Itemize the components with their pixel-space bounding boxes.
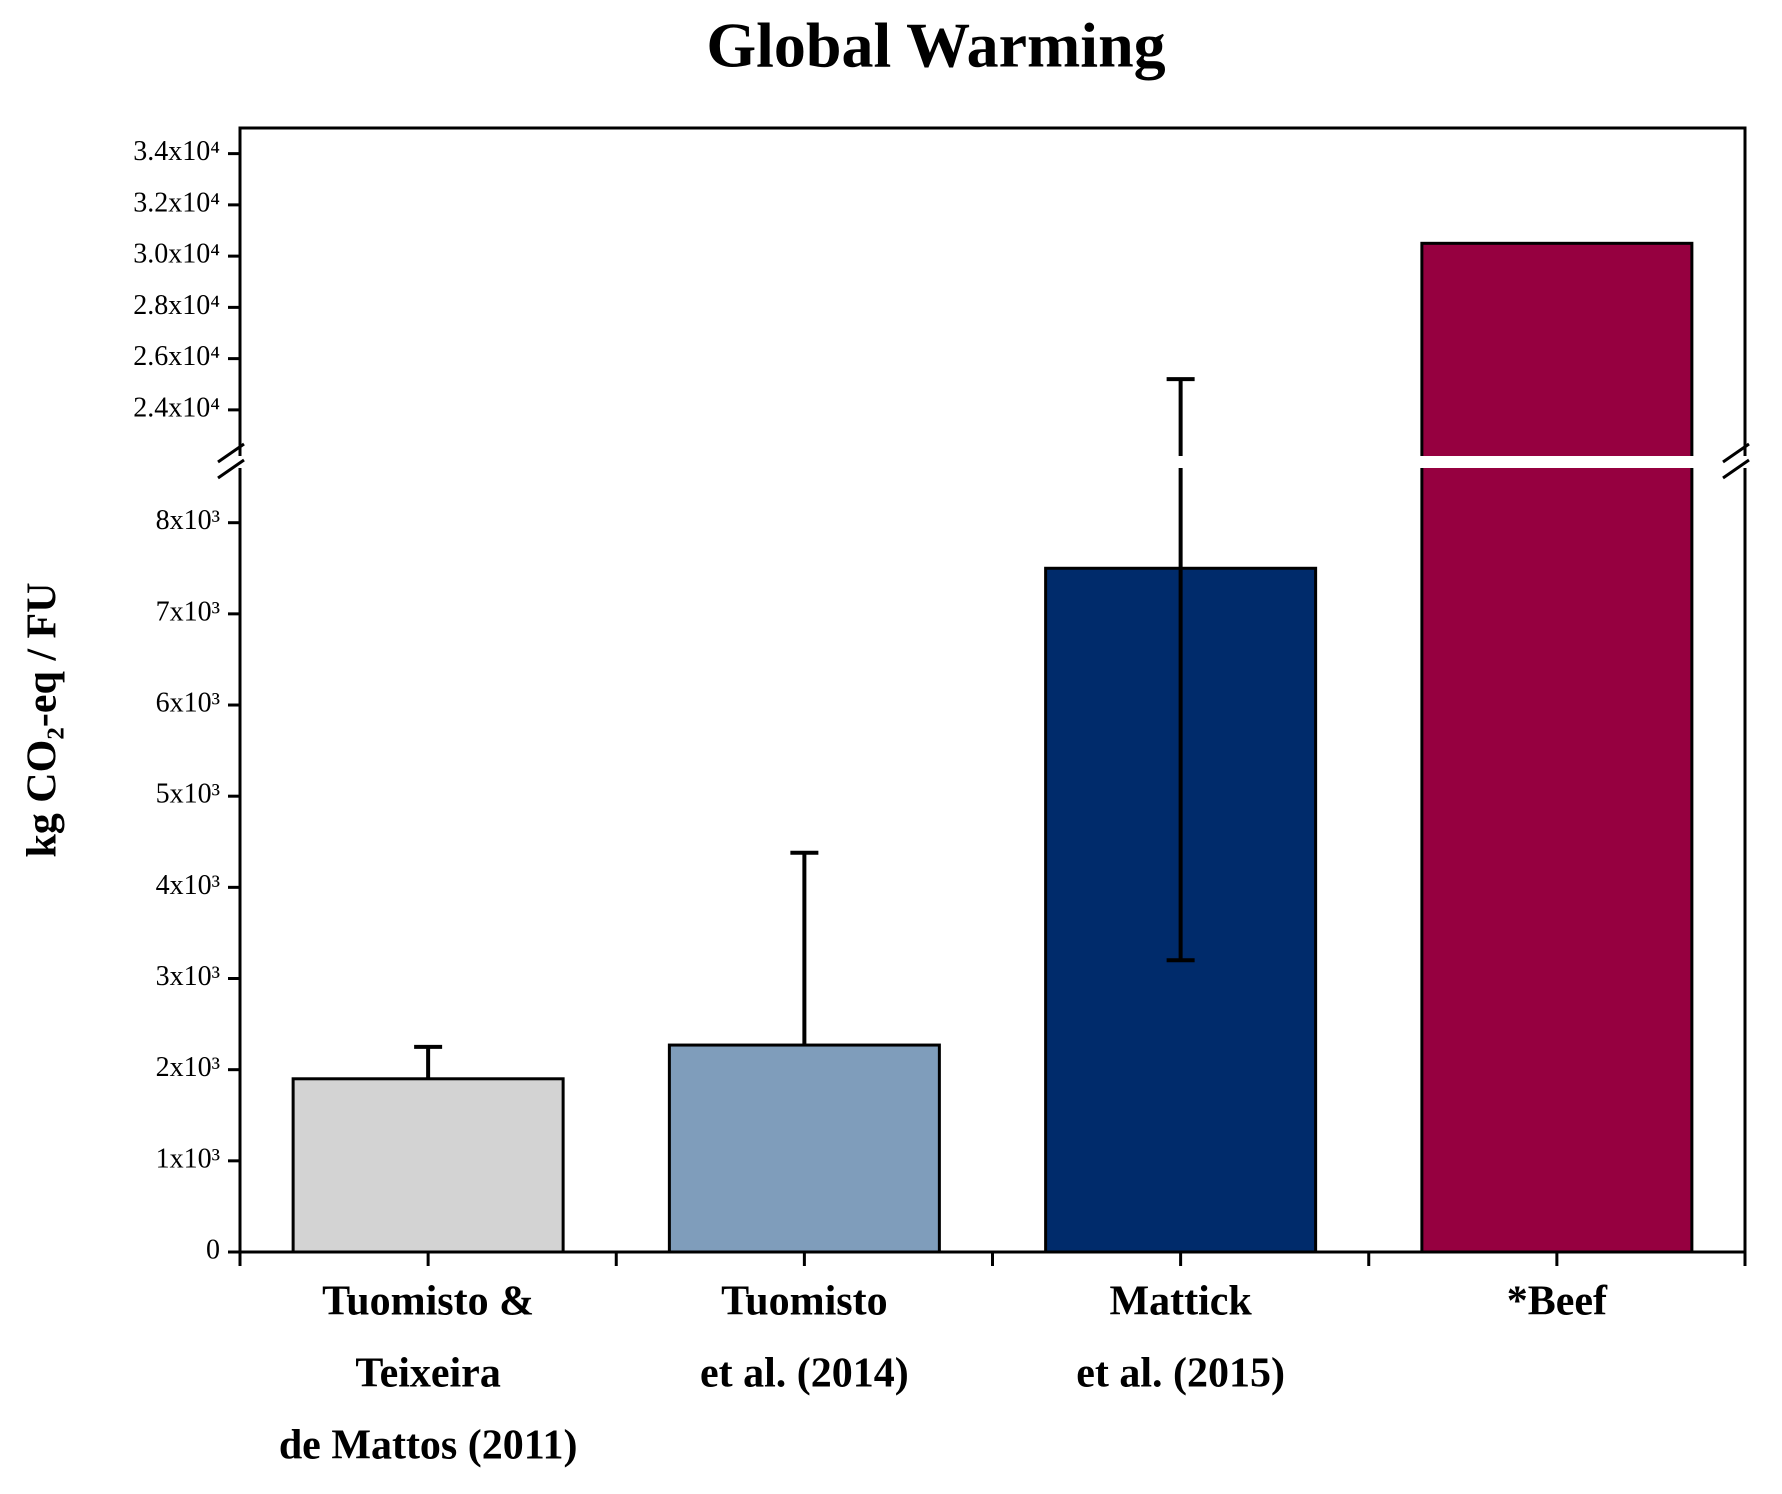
y-axis-label: kg CO₂-eq / FU (20, 582, 66, 857)
y-tick-label: 2x10³ (156, 1052, 220, 1083)
y-tick-label: 3.4x10⁴ (133, 136, 220, 167)
bar (1420, 241, 1694, 1254)
error-bar-lower (1166, 568, 1195, 963)
x-tick-label: Tuomisto & (322, 1279, 534, 1325)
axis-break-gap (210, 456, 1775, 468)
error-bar-upper (790, 850, 819, 1046)
bar (667, 1043, 941, 1254)
axis-break-mark (1722, 442, 1750, 480)
x-tick-label: et al. (2015) (1076, 1351, 1285, 1397)
x-tick-label: de Mattos (2011) (279, 1423, 578, 1469)
x-tick-label: et al. (2014) (700, 1351, 909, 1397)
x-tick-label: Mattick (1109, 1279, 1252, 1325)
y-tick-label: 0 (206, 1234, 220, 1265)
x-tick-label: Tuomisto (721, 1279, 888, 1325)
x-tick-label: *Beef (1507, 1279, 1608, 1325)
error-bar-upper (1166, 377, 1195, 569)
chart-title: Global Warming (706, 10, 1165, 81)
bar (291, 1077, 565, 1254)
axis-break-mark (217, 442, 245, 480)
y-tick-label: 2.6x10⁴ (133, 341, 220, 372)
y-tick-label: 8x10³ (156, 505, 220, 536)
y-tick-label: 2.8x10⁴ (133, 290, 220, 321)
y-tick-label: 5x10³ (156, 779, 220, 810)
y-tick-label: 2.4x10⁴ (133, 392, 220, 423)
x-tick-label: Teixeira (355, 1351, 500, 1397)
y-tick-label: 6x10³ (156, 687, 220, 718)
y-tick-label: 3.0x10⁴ (133, 239, 220, 270)
y-tick-label: 3x10³ (156, 961, 220, 992)
y-tick-label: 1x10³ (156, 1143, 220, 1174)
y-tick-label: 4x10³ (156, 870, 220, 901)
y-tick-label: 7x10³ (156, 596, 220, 627)
y-tick-label: 3.2x10⁴ (133, 187, 220, 218)
error-bar-upper (414, 1044, 443, 1079)
